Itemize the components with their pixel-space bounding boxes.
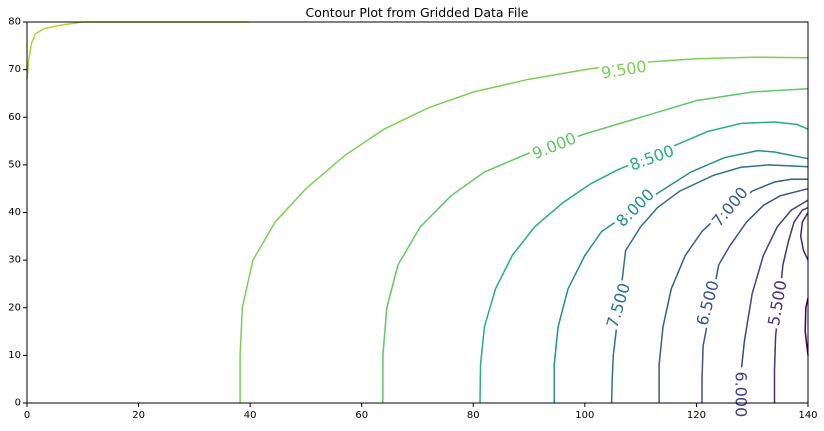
y-tick-label: 60 [8, 112, 21, 123]
contour-label-6-000: 6.000 [732, 371, 751, 417]
x-tick-label: 20 [132, 410, 145, 421]
contour-label-7-500: 7.500 [603, 281, 635, 330]
contour-line-9 [382, 87, 809, 403]
x-tick-label: 40 [244, 410, 257, 421]
x-tick-label: 100 [575, 410, 594, 421]
contour-lines [26, 21, 809, 404]
x-tick-label: 140 [798, 410, 817, 421]
contour-line-8-5 [479, 121, 809, 404]
y-tick-label: 80 [8, 17, 21, 28]
x-tick-label: 60 [355, 410, 368, 421]
x-tick-label: 0 [24, 410, 30, 421]
contour-line-7 [658, 178, 808, 403]
contour-line-9-5 [239, 56, 809, 403]
contour-label-9-000: 9.000 [529, 128, 579, 163]
contour-label-8-000: 8.000 [612, 185, 658, 231]
y-tick-label: 40 [8, 207, 21, 218]
x-tick-label: 80 [467, 410, 480, 421]
y-tick-label: 10 [8, 350, 21, 361]
plot-frame [26, 21, 809, 404]
contour-line-5 [799, 212, 809, 261]
contour-label-5-500: 5.500 [764, 279, 791, 327]
contour-line-5-5 [773, 207, 809, 403]
contour-line-6 [740, 199, 809, 368]
contour-label-9-500: 9.500 [600, 57, 648, 83]
contour-label-8-500: 8.500 [627, 141, 677, 175]
contour-line-8 [553, 149, 809, 403]
x-tick-label: 120 [687, 410, 706, 421]
contour-line-7-5 [610, 164, 809, 404]
contour-line-4-5 [804, 298, 809, 356]
y-tick-label: 50 [8, 159, 21, 170]
y-tick-label: 30 [8, 255, 21, 266]
y-tick-label: 20 [8, 302, 21, 313]
x-axis: 0 20 40 60 80 100 120 140 [24, 403, 818, 421]
contour-label-6-500: 6.500 [692, 278, 722, 327]
contour-line-10 [26, 21, 251, 80]
y-tick-label: 70 [8, 64, 21, 75]
chart-title: Contour Plot from Gridded Data File [306, 5, 529, 20]
y-axis: 0 10 20 30 40 50 60 70 80 [8, 17, 27, 409]
contour-line-6-5 [701, 187, 809, 403]
y-tick-label: 0 [15, 398, 21, 409]
